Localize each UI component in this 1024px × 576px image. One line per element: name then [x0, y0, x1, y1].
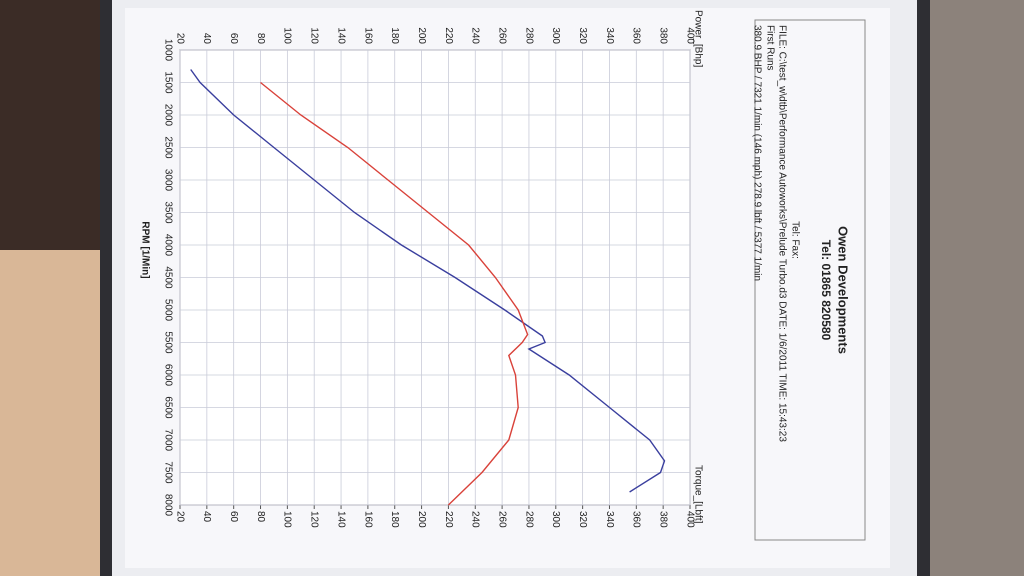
y-tick-label: 220: [443, 27, 454, 44]
y-tick-label: 360: [631, 27, 642, 44]
y2-tick-label: 380: [658, 511, 669, 528]
y2-tick-label: 180: [389, 511, 400, 528]
x-tick-label: 2000: [162, 104, 173, 127]
x-tick-label: 3500: [162, 201, 173, 224]
y2-tick-label: 200: [416, 511, 427, 528]
x-tick-label: 4500: [162, 266, 173, 289]
y2-tick-label: 40: [201, 511, 212, 523]
y-tick-label: 80: [255, 33, 266, 45]
y2-tick-label: 240: [470, 511, 481, 528]
y-tick-label: 380: [658, 27, 669, 44]
y2-tick-label: 160: [362, 511, 373, 528]
file-line: FILE: C:\test_w\dtb\Performance Autowork…: [776, 25, 787, 442]
y2-tick-label: 360: [631, 511, 642, 528]
y-axis-title: Power_[Bhp]: [692, 10, 703, 67]
summary: 380.9 BHP / 7321 1/min (146 mph) 278.9 l…: [751, 25, 762, 281]
y2-tick-label: 280: [523, 511, 534, 528]
y-tick-label: 40: [201, 33, 212, 45]
x-tick-label: 4000: [162, 234, 173, 257]
x-tick-label: 7000: [162, 429, 173, 452]
y-tick-label: 20: [174, 33, 185, 45]
y-tick-label: 240: [470, 27, 481, 44]
x-tick-label: 1000: [162, 39, 173, 62]
y-tick-label: 320: [577, 27, 588, 44]
x-tick-label: 8000: [162, 494, 173, 517]
y-tick-label: 200: [416, 27, 427, 44]
title: Owen Developments: [836, 226, 851, 354]
y2-tick-label: 120: [309, 511, 320, 528]
x-tick-label: 6500: [162, 396, 173, 419]
x-tick-label: 5000: [162, 299, 173, 322]
y-tick-label: 100: [282, 27, 293, 44]
y2-tick-label: 340: [604, 511, 615, 528]
y-tick-label: 140: [335, 27, 346, 44]
y-tick-label: 280: [523, 27, 534, 44]
tel-fax: Tel: Fax:: [789, 221, 800, 259]
y2-tick-label: 60: [228, 511, 239, 523]
y-tick-label: 60: [228, 33, 239, 45]
y-tick-label: 180: [389, 27, 400, 44]
x-tick-label: 5500: [162, 331, 173, 354]
y-tick-label: 300: [550, 27, 561, 44]
y2-tick-label: 320: [577, 511, 588, 528]
y2-tick-label: 220: [443, 511, 454, 528]
y2-tick-label: 100: [282, 511, 293, 528]
y2-axis-title: Torque_[Lbft]: [692, 465, 703, 524]
x-tick-label: 6000: [162, 364, 173, 387]
series-line: [260, 81, 529, 506]
y2-tick-label: 260: [496, 511, 507, 528]
y2-tick-label: 300: [550, 511, 561, 528]
run-name: First Runs: [764, 25, 775, 71]
x-tick-label: 7500: [162, 461, 173, 484]
header-box: [754, 19, 866, 541]
x-tick-label: 2500: [162, 136, 173, 159]
y2-tick-label: 140: [335, 511, 346, 528]
tel: Tel: 01865 820580: [819, 240, 833, 341]
y-tick-label: 400: [684, 27, 695, 44]
x-tick-label: 1500: [162, 71, 173, 94]
y-tick-label: 260: [496, 27, 507, 44]
y2-tick-label: 400: [684, 511, 695, 528]
y-tick-label: 160: [362, 27, 373, 44]
y2-tick-label: 20: [174, 511, 185, 523]
x-tick-label: 3000: [162, 169, 173, 192]
y-tick-label: 120: [309, 27, 320, 44]
sheet: Owen Developments Tel: 01865 820580 Tel:…: [139, 10, 866, 541]
x-axis-title: RPM [1/Min]: [139, 221, 150, 278]
y2-tick-label: 80: [255, 511, 266, 523]
y-tick-label: 340: [604, 27, 615, 44]
